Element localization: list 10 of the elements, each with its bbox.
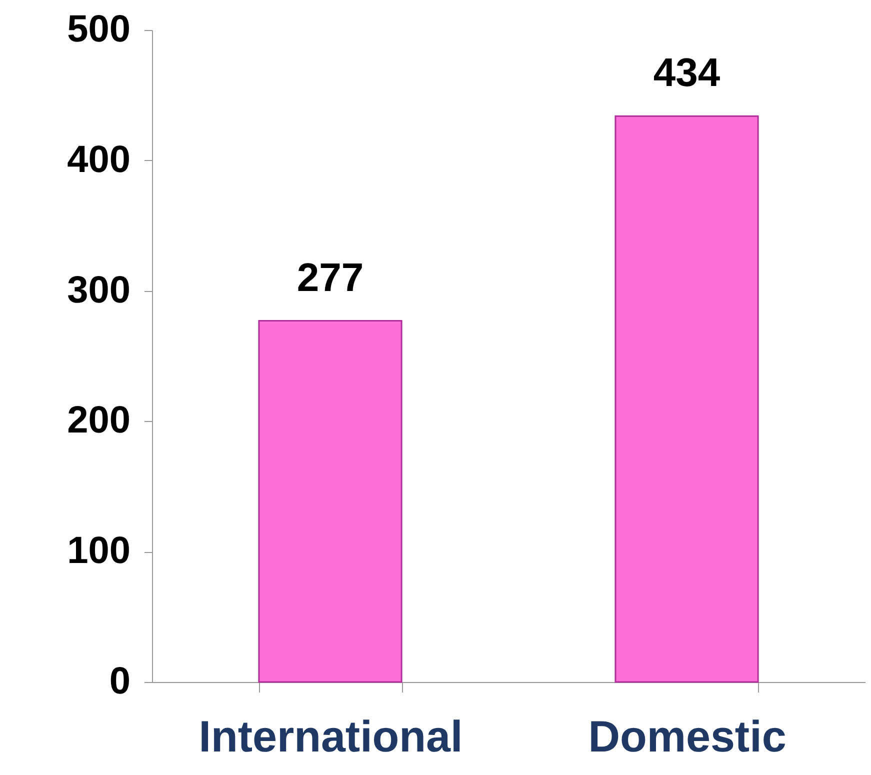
x-tick-label: International bbox=[198, 712, 463, 762]
y-tick-label: 0 bbox=[109, 660, 130, 702]
data-label: 434 bbox=[653, 51, 721, 96]
x-tick-label: Domestic bbox=[588, 712, 786, 762]
y-tick-label: 100 bbox=[67, 530, 130, 572]
data-label: 277 bbox=[296, 256, 364, 300]
y-tick-label: 400 bbox=[67, 138, 130, 181]
y-tick-label: 500 bbox=[67, 8, 130, 50]
y-tick-label: 300 bbox=[67, 269, 130, 312]
y-tick-label: 200 bbox=[67, 400, 130, 442]
